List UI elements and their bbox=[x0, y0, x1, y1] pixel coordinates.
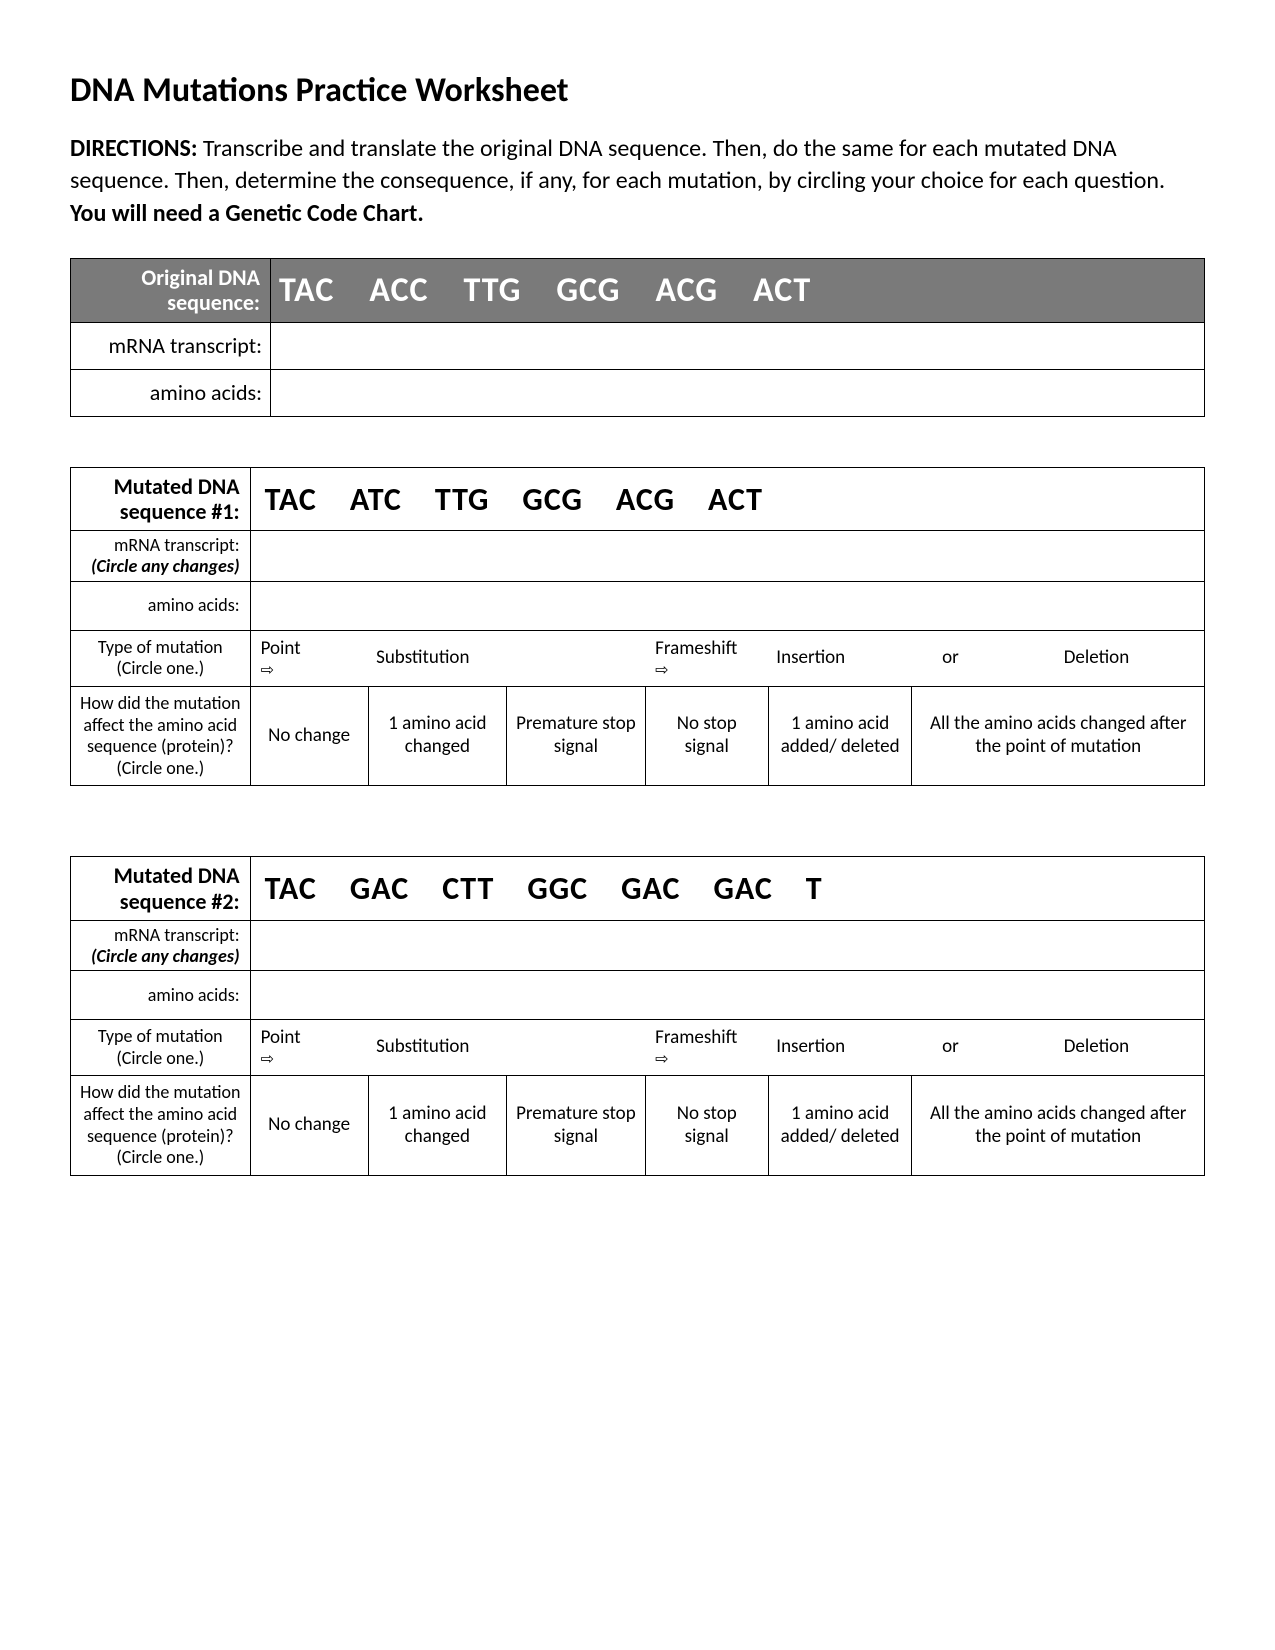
original-mrna-row: mRNA transcript: bbox=[71, 322, 1205, 369]
mutation-2-seq-value: TAC GAC CTT GGC GAC GAC T bbox=[250, 857, 1204, 921]
effect-nostop: No stop signal bbox=[645, 1076, 768, 1175]
worksheet-page: DNA Mutations Practice Worksheet DIRECTI… bbox=[0, 0, 1275, 1176]
page-title: DNA Mutations Practice Worksheet bbox=[70, 70, 1205, 111]
original-table: Original DNA sequence: TAC ACC TTG GCG A… bbox=[70, 258, 1205, 417]
effect-addel: 1 amino acid added/ deleted bbox=[768, 1076, 912, 1175]
type-point: Point ⇨ bbox=[250, 630, 368, 686]
effect-nochange: No change bbox=[250, 1076, 368, 1175]
directions-bold-tail: You will need a Genetic Code Chart. bbox=[70, 199, 424, 228]
mutation-2-effect-row: How did the mutation affect the amino ac… bbox=[71, 1076, 1205, 1175]
mutation-1-header-row: Mutated DNA sequence #1: TAC ATC TTG GCG… bbox=[71, 467, 1205, 531]
effect-nostop: No stop signal bbox=[645, 686, 768, 785]
directions-label: DIRECTIONS: bbox=[70, 134, 198, 163]
type-substitution: Substitution bbox=[368, 1020, 645, 1076]
mutation-1-aa-label: amino acids: bbox=[71, 581, 251, 630]
mrna-label-text: mRNA transcript: bbox=[114, 924, 240, 946]
type-or: or bbox=[912, 1020, 989, 1076]
circle-note-text: (Circle any changes) bbox=[91, 945, 240, 967]
mutation-2-type-row: Type of mutation (Circle one.) Point ⇨ S… bbox=[71, 1020, 1205, 1076]
effect-question: How did the mutation affect the amino ac… bbox=[71, 686, 251, 785]
effect-1aa: 1 amino acid changed bbox=[368, 1076, 507, 1175]
mutation-2-mrna-blank bbox=[250, 920, 1204, 970]
mutation-1-mrna-blank bbox=[250, 531, 1204, 581]
mutation-1-seq-value: TAC ATC TTG GCG ACG ACT bbox=[250, 467, 1204, 531]
mutation-2-mrna-label: mRNA transcript: (Circle any changes) bbox=[71, 920, 251, 970]
mutation-2-aa-blank bbox=[250, 971, 1204, 1020]
frameshift-text: Frameshift bbox=[655, 637, 737, 660]
original-seq-label: Original DNA sequence: bbox=[71, 259, 271, 323]
effect-allafter: All the amino acids changed after the po… bbox=[912, 1076, 1205, 1175]
effect-allafter: All the amino acids changed after the po… bbox=[912, 686, 1205, 785]
mutation-1-aa-row: amino acids: bbox=[71, 581, 1205, 630]
mutation-2-aa-row: amino acids: bbox=[71, 971, 1205, 1020]
type-question: Type of mutation (Circle one.) bbox=[71, 630, 251, 686]
arrow-icon: ⇨ bbox=[655, 663, 760, 679]
arrow-icon: ⇨ bbox=[261, 1052, 361, 1068]
type-deletion: Deletion bbox=[989, 630, 1205, 686]
arrow-icon: ⇨ bbox=[261, 663, 361, 679]
mutation-1-type-row: Type of mutation (Circle one.) Point ⇨ S… bbox=[71, 630, 1205, 686]
frameshift-text: Frameshift bbox=[655, 1026, 737, 1049]
point-text: Point bbox=[261, 637, 301, 660]
type-or: or bbox=[912, 630, 989, 686]
type-insertion: Insertion bbox=[768, 630, 912, 686]
effect-premature: Premature stop signal bbox=[507, 1076, 646, 1175]
directions-body: Transcribe and translate the original DN… bbox=[70, 134, 1165, 195]
type-insertion: Insertion bbox=[768, 1020, 912, 1076]
type-question: Type of mutation (Circle one.) bbox=[71, 1020, 251, 1076]
original-aa-label: amino acids: bbox=[71, 369, 271, 416]
original-header-row: Original DNA sequence: TAC ACC TTG GCG A… bbox=[71, 259, 1205, 323]
mutation-1-mrna-row: mRNA transcript: (Circle any changes) bbox=[71, 531, 1205, 581]
point-text: Point bbox=[261, 1026, 301, 1049]
type-substitution: Substitution bbox=[368, 630, 645, 686]
type-deletion: Deletion bbox=[989, 1020, 1205, 1076]
directions-paragraph: DIRECTIONS: Transcribe and translate the… bbox=[70, 133, 1205, 230]
mutation-2-seq-label: Mutated DNA sequence #2: bbox=[71, 857, 251, 921]
mutation-1-seq-label: Mutated DNA sequence #1: bbox=[71, 467, 251, 531]
type-point: Point ⇨ bbox=[250, 1020, 368, 1076]
mutation-1-table: Mutated DNA sequence #1: TAC ATC TTG GCG… bbox=[70, 467, 1205, 787]
mrna-label-text: mRNA transcript: bbox=[114, 534, 240, 556]
mutation-2-table: Mutated DNA sequence #2: TAC GAC CTT GGC… bbox=[70, 856, 1205, 1176]
mutation-1-aa-blank bbox=[250, 581, 1204, 630]
mutation-2-mrna-row: mRNA transcript: (Circle any changes) bbox=[71, 920, 1205, 970]
arrow-icon: ⇨ bbox=[655, 1052, 760, 1068]
effect-premature: Premature stop signal bbox=[507, 686, 646, 785]
effect-addel: 1 amino acid added/ deleted bbox=[768, 686, 912, 785]
type-frameshift: Frameshift ⇨ bbox=[645, 1020, 768, 1076]
mutation-2-block: Mutated DNA sequence #2: TAC GAC CTT GGC… bbox=[70, 856, 1205, 1176]
original-aa-row: amino acids: bbox=[71, 369, 1205, 416]
mutation-1-effect-row: How did the mutation affect the amino ac… bbox=[71, 686, 1205, 785]
effect-1aa: 1 amino acid changed bbox=[368, 686, 507, 785]
mutation-1-block: Mutated DNA sequence #1: TAC ATC TTG GCG… bbox=[70, 467, 1205, 787]
effect-question: How did the mutation affect the amino ac… bbox=[71, 1076, 251, 1175]
original-mrna-blank bbox=[271, 322, 1205, 369]
mutation-2-header-row: Mutated DNA sequence #2: TAC GAC CTT GGC… bbox=[71, 857, 1205, 921]
mutation-1-mrna-label: mRNA transcript: (Circle any changes) bbox=[71, 531, 251, 581]
effect-nochange: No change bbox=[250, 686, 368, 785]
circle-note-text: (Circle any changes) bbox=[91, 555, 240, 577]
original-mrna-label: mRNA transcript: bbox=[71, 322, 271, 369]
original-aa-blank bbox=[271, 369, 1205, 416]
mutation-2-aa-label: amino acids: bbox=[71, 971, 251, 1020]
original-seq-value: TAC ACC TTG GCG ACG ACT bbox=[271, 259, 1205, 323]
type-frameshift: Frameshift ⇨ bbox=[645, 630, 768, 686]
